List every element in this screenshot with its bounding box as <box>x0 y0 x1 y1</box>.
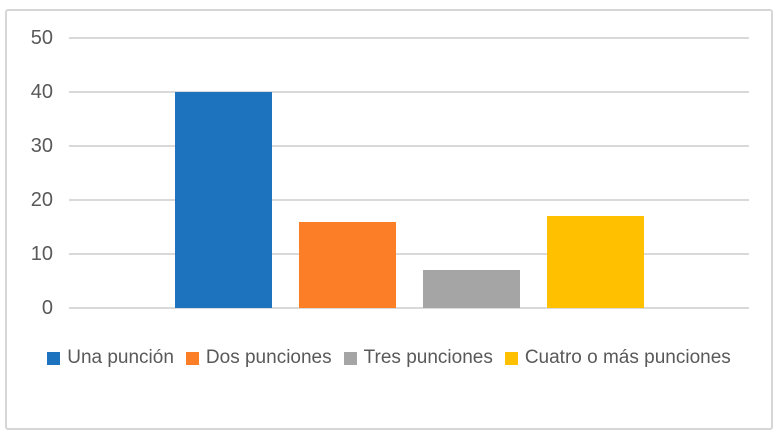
legend-label: Una punción <box>67 347 174 368</box>
gridline <box>69 253 749 255</box>
y-axis: 0 10 20 30 40 50 <box>7 11 53 428</box>
bar-tres-punciones <box>422 270 520 308</box>
y-tick-label: 30 <box>30 135 53 157</box>
bar-cuatro-o-mas-punciones <box>546 216 644 308</box>
y-tick-label: 10 <box>30 243 53 265</box>
chart-frame: 0 10 20 30 40 50 Una punción Dos punciones Tres… <box>5 9 773 430</box>
legend-label: Cuatro o más punciones <box>524 347 731 368</box>
legend-swatch-icon <box>504 351 518 365</box>
y-tick-label: 50 <box>30 27 53 49</box>
legend-label: Tres punciones <box>363 347 493 368</box>
legend-item: Tres punciones <box>343 347 493 369</box>
gridline <box>69 37 749 39</box>
plot-area <box>69 37 749 309</box>
legend-item: Cuatro o más punciones <box>504 347 731 369</box>
legend-swatch-icon <box>47 351 61 365</box>
y-tick-label: 40 <box>30 81 53 103</box>
legend-label: Dos punciones <box>205 347 332 368</box>
bar-dos-punciones <box>298 221 396 308</box>
legend-swatch-icon <box>185 351 199 365</box>
legend: Una punción Dos punciones Tres punciones Cu… <box>7 347 771 369</box>
legend-item: Dos punciones <box>185 347 332 369</box>
gridline <box>69 91 749 93</box>
gridline <box>69 199 749 201</box>
gridline <box>69 307 749 309</box>
y-tick-label: 0 <box>41 297 53 319</box>
y-tick-label: 20 <box>30 189 53 211</box>
bar-una-puncion <box>174 92 272 308</box>
legend-item: Una punción <box>47 347 174 369</box>
legend-swatch-icon <box>343 351 357 365</box>
gridline <box>69 145 749 147</box>
